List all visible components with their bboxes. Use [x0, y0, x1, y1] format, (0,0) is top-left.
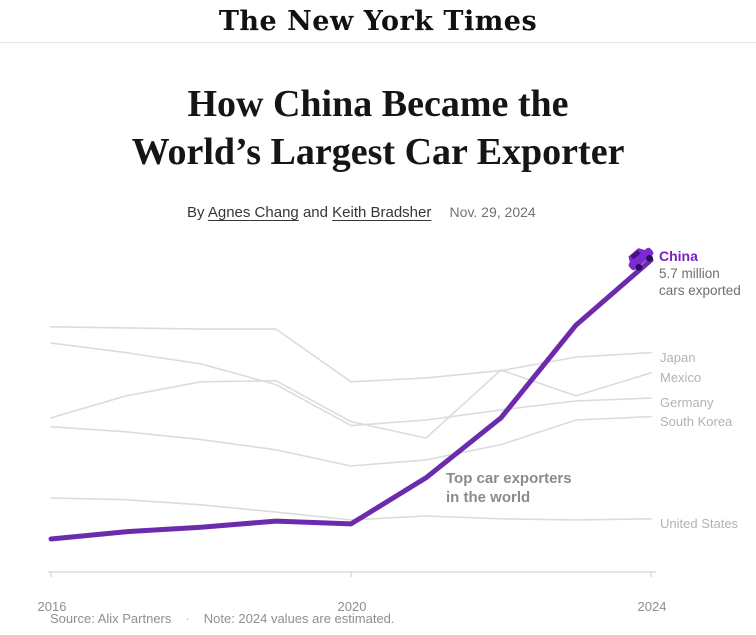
estimate-note: Note: 2024 values are estimated.	[203, 611, 395, 626]
x-tick-label-2024: 2024	[637, 599, 667, 614]
series-label-japan: Japan	[660, 349, 696, 365]
source-note: Source: Alix Partners	[50, 611, 172, 626]
series-line-mexico	[50, 369, 652, 439]
series-label-south-korea: South Korea	[660, 413, 733, 429]
series-line-south-korea	[50, 415, 652, 467]
headline-line-2: World’s Largest Car Exporter	[131, 131, 625, 173]
chart-footer: Source: Alix Partners · Note: 2024 values …	[50, 611, 395, 626]
series-line-united-states	[50, 497, 652, 521]
byline: By Agnes Chang and Keith Bradsher Nov. 2…	[187, 204, 536, 221]
car-icon	[628, 247, 654, 271]
chart-annotation: Top car exporters in the world	[446, 469, 572, 507]
nyt-masthead-logo[interactable]: The New York Times	[218, 6, 538, 37]
byline-prefix: By	[187, 204, 205, 221]
annotation-line-2: in the world	[446, 489, 531, 506]
headline-line-1: How China Became the	[187, 83, 569, 125]
series-label-mexico: Mexico	[660, 369, 702, 385]
series-line-germany	[50, 342, 652, 427]
author-link-agnes-chang[interactable]: Agnes Chang	[207, 204, 299, 221]
series-label-germany: Germany	[660, 395, 714, 411]
article-headline: How China Became the World’s Largest Car…	[0, 80, 756, 176]
series-line-japan	[50, 325, 652, 383]
footer-separator: ·	[185, 611, 190, 626]
masthead-divider	[0, 42, 756, 43]
china-callout: China 5.7 million cars exported	[659, 248, 741, 299]
china-value-line-1: 5.7 million	[659, 266, 720, 281]
series-label-china: China	[659, 248, 698, 264]
series-label-united-states: United States	[660, 515, 739, 531]
annotation-line-1: Top car exporters	[446, 470, 572, 487]
publish-date: Nov. 29, 2024	[449, 204, 536, 220]
x-tick-label-2016: 2016	[37, 599, 67, 614]
author-link-keith-bradsher[interactable]: Keith Bradsher	[332, 204, 432, 221]
x-tick-label-2020: 2020	[337, 599, 367, 614]
china-value-line-2: cars exported	[659, 283, 741, 298]
byline-and: and	[302, 204, 328, 221]
series-line-china	[48, 257, 654, 542]
